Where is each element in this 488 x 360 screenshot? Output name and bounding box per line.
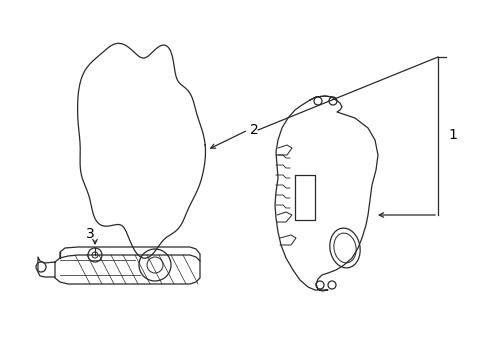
Text: 2: 2 <box>249 123 258 137</box>
Text: 3: 3 <box>85 227 94 241</box>
Text: 1: 1 <box>447 128 456 142</box>
